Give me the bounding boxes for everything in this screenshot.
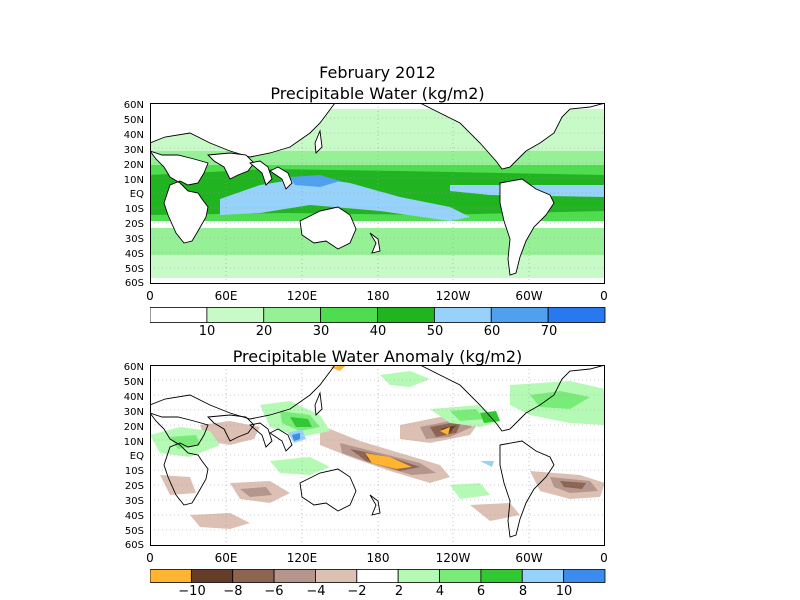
colorbar-label: −4 (306, 584, 326, 599)
lon-label: 0 (600, 289, 608, 303)
lat-label: 50N (123, 377, 144, 388)
lat-label: 60N (123, 100, 144, 111)
colorbar-swatch (190, 569, 234, 583)
lat-label: 50N (123, 115, 144, 126)
colorbar-label: −6 (264, 584, 284, 599)
lon-label: 60E (214, 551, 238, 565)
colorbar-label: 40 (369, 324, 387, 339)
colorbar-swatch (480, 569, 523, 583)
lon-label: 120W (435, 289, 471, 303)
colorbar-swatch (397, 569, 440, 583)
colorbar-swatch (490, 307, 549, 323)
lat-label: 10N (123, 437, 144, 448)
map2-colorbar (150, 569, 606, 583)
colorbar-label: 20 (255, 324, 273, 339)
lat-label: EQ (129, 451, 144, 462)
lat-label: 40S (124, 511, 144, 522)
lat-label: 60S (124, 540, 144, 551)
map2-title: Precipitable Water Anomaly (kg/m2) (232, 347, 523, 366)
lon-label: 60W (515, 289, 543, 303)
lon-label: 180 (366, 289, 390, 303)
colorbar-swatch (206, 307, 265, 323)
lat-label: 60S (124, 278, 144, 289)
map1-title-line1: February 2012 (319, 63, 436, 82)
colorbar-swatch (315, 569, 358, 583)
lat-label: 30S (124, 496, 144, 507)
lat-label: 60N (123, 362, 144, 373)
lat-label: 30S (124, 234, 144, 245)
lon-label: 60E (214, 289, 238, 303)
colorbar-label: 30 (312, 324, 330, 339)
map1-colorbar (150, 307, 606, 323)
lon-label: 180 (366, 551, 390, 565)
lon-label: 0 (146, 551, 154, 565)
lat-label: 30N (123, 407, 144, 418)
map2-plot (150, 365, 605, 546)
colorbar-swatch (150, 307, 208, 323)
lat-label: 50S (124, 264, 144, 275)
colorbar-swatch (377, 307, 435, 323)
lat-label: 10S (124, 466, 144, 477)
colorbar-label: −10 (178, 584, 206, 599)
map1-title-line2: Precipitable Water (kg/m2) (270, 84, 485, 103)
colorbar-label: 2 (394, 584, 404, 599)
colorbar-swatch (439, 569, 482, 583)
colorbar-label: 4 (435, 584, 445, 599)
lon-label: 0 (600, 551, 608, 565)
colorbar-label: 70 (540, 324, 558, 339)
lat-label: 20S (124, 219, 144, 230)
colorbar-label: 60 (483, 324, 501, 339)
colorbar-swatch (547, 307, 606, 323)
colorbar-swatch (150, 569, 192, 583)
lon-label: 120W (435, 551, 471, 565)
lat-label: 10S (124, 204, 144, 215)
lat-label: 10N (123, 175, 144, 186)
lon-label: 120E (286, 289, 318, 303)
lat-label: 40N (123, 130, 144, 141)
map1-plot (150, 103, 605, 284)
lat-label: 30N (123, 145, 144, 156)
colorbar-label: −2 (347, 584, 367, 599)
colorbar-label: 8 (518, 584, 528, 599)
lat-label: 40S (124, 249, 144, 260)
colorbar-swatch (563, 569, 606, 583)
lat-label: 20N (123, 160, 144, 171)
colorbar-swatch (356, 569, 399, 583)
colorbar-label: 50 (426, 324, 444, 339)
lat-label: 50S (124, 526, 144, 537)
lon-label: 0 (146, 289, 154, 303)
lon-label: 120E (286, 551, 318, 565)
lat-label: 20N (123, 422, 144, 433)
colorbar-swatch (433, 307, 492, 323)
colorbar-label: 6 (476, 584, 486, 599)
lon-label: 60W (515, 551, 543, 565)
colorbar-label: 10 (555, 584, 573, 599)
colorbar-label: 10 (198, 324, 216, 339)
colorbar-label: −8 (223, 584, 243, 599)
lat-label: EQ (129, 189, 144, 200)
colorbar-swatch (263, 307, 322, 323)
colorbar-swatch (232, 569, 275, 583)
colorbar-swatch (521, 569, 565, 583)
colorbar-swatch (273, 569, 316, 583)
lat-label: 20S (124, 481, 144, 492)
lat-label: 40N (123, 392, 144, 403)
colorbar-swatch (320, 307, 378, 323)
